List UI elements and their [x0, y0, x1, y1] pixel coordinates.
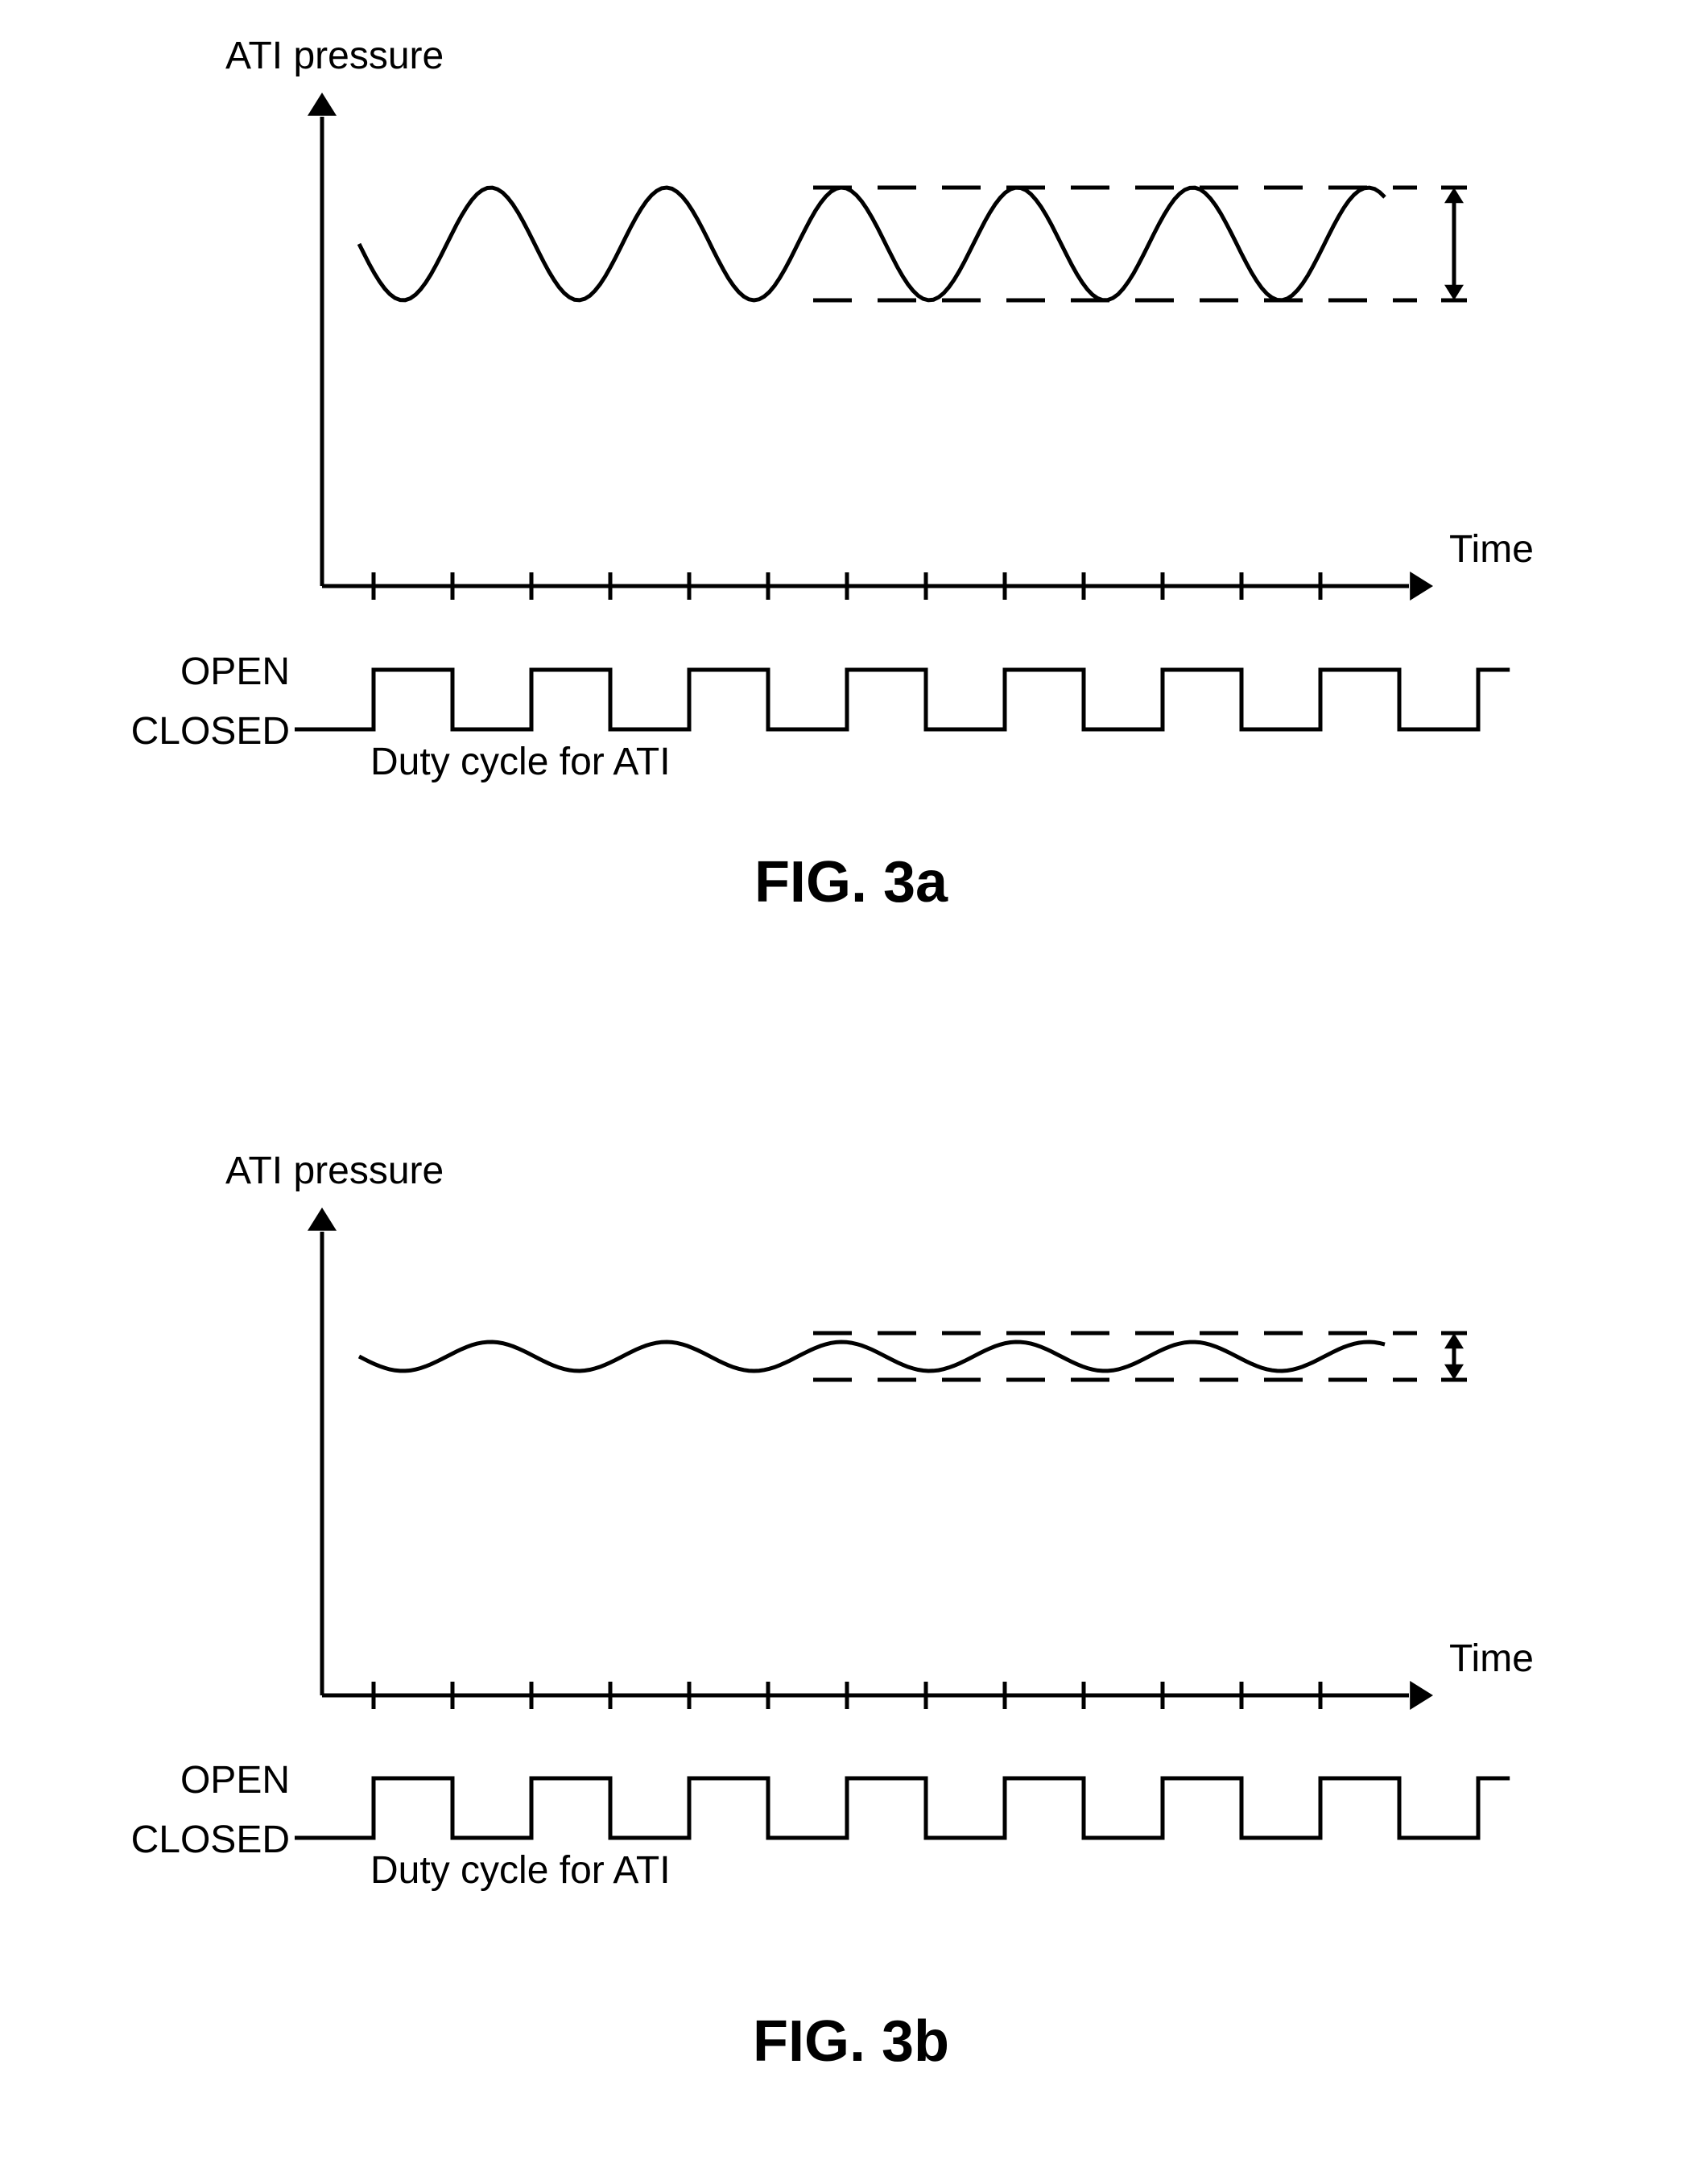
duty-cycle-wave	[322, 670, 1510, 729]
page: ATI pressure Time OPEN CLOSED Duty cycle for…	[0, 0, 1702, 2184]
x-axis-label: Time	[1449, 1637, 1534, 1680]
duty-closed-label: CLOSED	[131, 1819, 290, 1861]
pressure-wave	[359, 1342, 1385, 1371]
x-axis-label: Time	[1449, 528, 1534, 571]
duty-cycle-wave	[322, 1778, 1510, 1838]
duty-closed-label: CLOSED	[131, 710, 290, 753]
duty-cycle-caption: Duty cycle for ATI	[370, 1849, 671, 1892]
y-axis-label: ATI pressure	[225, 1150, 444, 1192]
duty-open-label: OPEN	[180, 1759, 290, 1802]
figure-svg: ATI pressure Time OPEN CLOSED Duty cycle for…	[0, 0, 1702, 2184]
pressure-wave	[359, 188, 1385, 300]
figure-3b-caption: FIG. 3b	[753, 2009, 949, 2074]
duty-cycle-caption: Duty cycle for ATI	[370, 741, 671, 783]
y-axis-label: ATI pressure	[225, 35, 444, 77]
figure-3a-caption: FIG. 3a	[754, 850, 948, 914]
duty-open-label: OPEN	[180, 650, 290, 693]
